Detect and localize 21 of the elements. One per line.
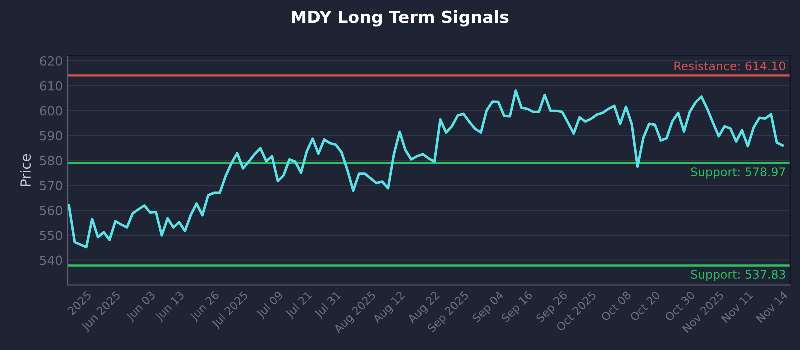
y-tick-label: 610 xyxy=(40,81,62,91)
y-tick-label: 580 xyxy=(40,156,62,166)
x-tick-label: Nov 14 xyxy=(756,290,788,324)
x-tick-label: Oct 08 xyxy=(600,290,632,322)
chart-title: MDY Long Term Signals xyxy=(292,10,509,27)
x-tick-label: Oct 20 xyxy=(630,290,661,322)
y-tick-label: 600 xyxy=(40,106,62,116)
ref-line-label: Support: 578.97 xyxy=(691,168,786,179)
y-tick-label: 540 xyxy=(40,256,62,266)
ref-line-label: Support: 537.83 xyxy=(691,270,786,282)
y-tick-label: 590 xyxy=(40,131,62,141)
y-tick-label: 550 xyxy=(40,230,62,240)
y-tick-label: 560 xyxy=(40,206,62,216)
x-tick-label: Jul 31 xyxy=(314,290,343,320)
y-tick-label: 620 xyxy=(40,56,62,66)
line-series xyxy=(68,90,784,249)
x-tick-label: Jul 21 xyxy=(284,290,314,320)
ref-line-label: Resistance: 614.10 xyxy=(674,61,786,71)
y-axis-title: Price xyxy=(20,154,32,186)
y-tick-label: 570 xyxy=(40,181,62,191)
x-tick-label: Jul 09 xyxy=(256,290,286,320)
